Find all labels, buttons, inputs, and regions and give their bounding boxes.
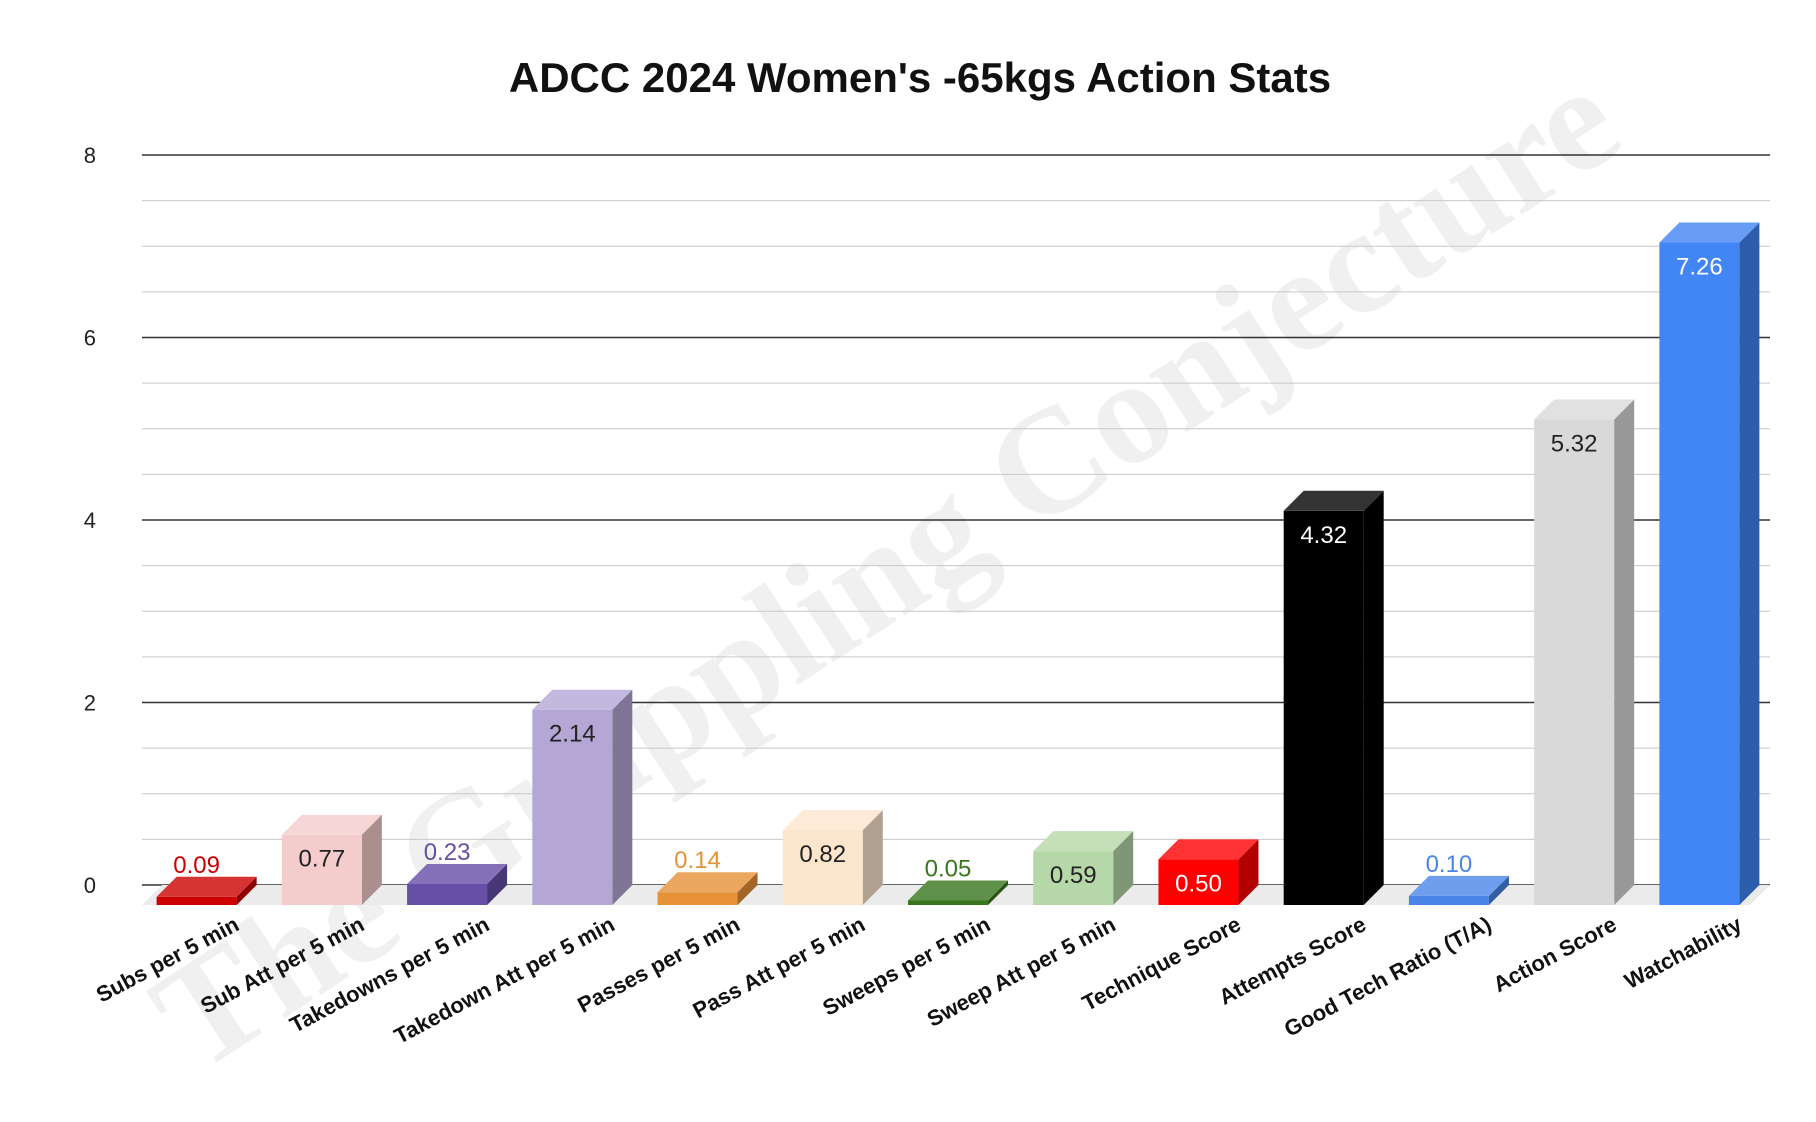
data-label: 5.32: [1551, 431, 1598, 458]
x-tick-label: Action Score: [1489, 911, 1621, 997]
bar-top: [1283, 490, 1384, 511]
bar: [156, 876, 257, 905]
bar-front: [1033, 851, 1114, 905]
bar-front: [532, 709, 613, 905]
bar-side: [1363, 490, 1384, 905]
bar: [1158, 839, 1259, 905]
bar-side: [236, 876, 257, 905]
bar-side: [1488, 875, 1509, 905]
bar-side: [1739, 222, 1760, 905]
bar: [407, 864, 508, 905]
bar-side: [1614, 399, 1635, 905]
bar-top: [1033, 831, 1134, 852]
bar-top: [1534, 399, 1635, 420]
y-tick-label: 2: [84, 691, 96, 716]
y-tick-label: 4: [84, 508, 96, 533]
x-tick-label: Good Tech Ratio (T/A): [1280, 911, 1495, 1041]
data-label: 0.23: [424, 839, 471, 866]
bar-top: [908, 880, 1008, 901]
chart-title: ADCC 2024 Women's -65kgs Action Stats: [509, 54, 1331, 101]
bar: [1534, 399, 1635, 905]
bar-top: [281, 814, 382, 835]
y-tick-label: 0: [84, 873, 96, 898]
bar: [657, 872, 758, 905]
y-tick-label: 6: [84, 326, 96, 351]
bar-front: [657, 892, 738, 905]
bar-top: [657, 872, 758, 893]
bar-top: [782, 810, 883, 831]
data-labels: 0.09 0.77 0.23 2.14 0.14 0.82 0.05 0.59 0.50 4.32…: [173, 254, 1722, 898]
watermark-text: The Grappling Conjecture: [125, 34, 1646, 1102]
bar: [1033, 831, 1134, 905]
bar-side: [1238, 839, 1259, 905]
y-tick-label: 8: [84, 143, 96, 168]
bar-side: [487, 864, 508, 905]
watermark: The Grappling Conjecture: [125, 34, 1646, 1102]
data-label: 0.82: [799, 841, 846, 868]
data-label: 0.09: [173, 852, 220, 879]
data-label: 0.14: [674, 847, 721, 874]
bar-front: [281, 834, 362, 905]
data-label: 2.14: [549, 721, 596, 748]
bar: [908, 880, 1008, 905]
bar-top: [532, 689, 633, 710]
bar: [782, 810, 883, 905]
bar-front: [782, 830, 863, 905]
bar-top: [1408, 875, 1509, 896]
bar-front: [1283, 510, 1364, 905]
bars: [156, 222, 1760, 905]
bar-side: [1113, 831, 1134, 905]
bar-side: [737, 872, 758, 905]
bar-side: [361, 814, 382, 905]
bar-top: [1158, 839, 1259, 860]
bar-side: [862, 810, 883, 905]
gridlines: [142, 154, 1770, 886]
bar: [281, 814, 382, 905]
data-label: 4.32: [1300, 522, 1347, 549]
bar-front: [156, 896, 237, 905]
bar-top: [156, 876, 257, 897]
y-axis: 0 2 4 6 8: [84, 143, 96, 898]
bar-front: [407, 884, 488, 905]
bar-front: [1408, 895, 1489, 905]
bar-side: [612, 689, 633, 905]
data-label: 0.50: [1175, 870, 1222, 897]
bar: [1408, 875, 1509, 905]
bar-front: [1534, 419, 1615, 905]
bar-side: [988, 880, 1008, 905]
x-tick-label: Watchability: [1620, 911, 1746, 994]
bar-front: [908, 900, 988, 905]
data-label: 0.77: [298, 846, 345, 873]
data-label: 7.26: [1676, 254, 1723, 281]
bar-front: [1659, 242, 1740, 905]
bar: [532, 689, 633, 905]
data-label: 0.59: [1050, 862, 1097, 889]
bar-front: [1158, 859, 1239, 905]
data-label: 0.05: [925, 855, 972, 882]
bar: [1659, 222, 1760, 905]
bar: [1283, 490, 1384, 905]
data-label: 0.10: [1426, 851, 1473, 878]
bar-top: [1659, 222, 1760, 243]
bar-top: [407, 864, 508, 885]
